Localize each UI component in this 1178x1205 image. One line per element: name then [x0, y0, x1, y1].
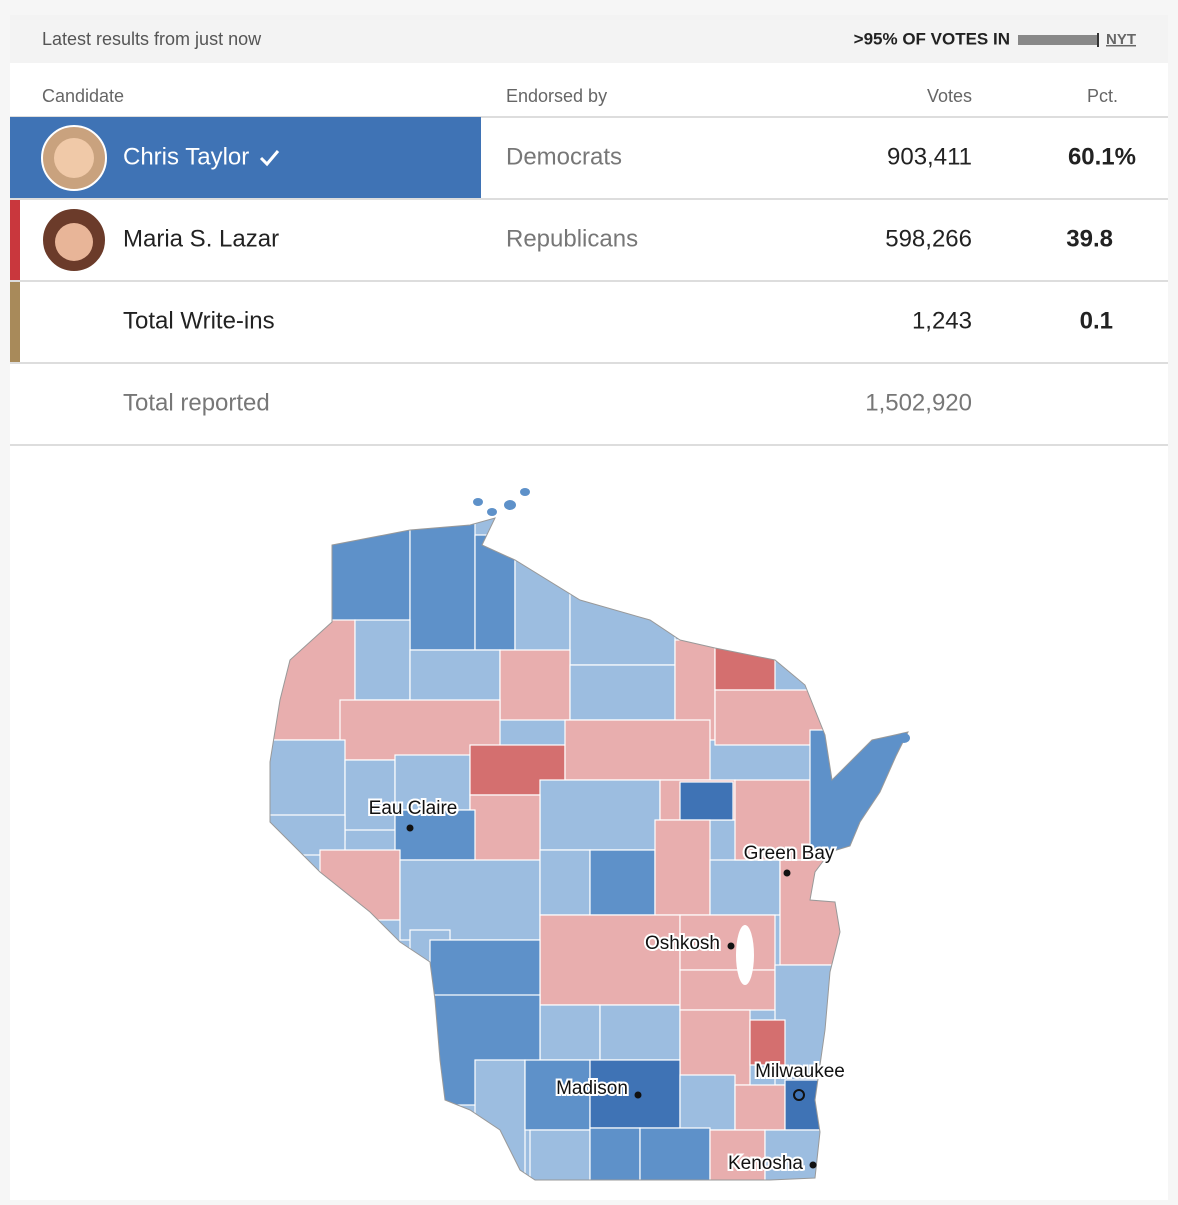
city-label: Milwaukee [755, 1061, 845, 1082]
votes: 1,243 [912, 307, 972, 334]
source-link[interactable]: NYT [1106, 31, 1136, 48]
city-dot [406, 824, 414, 832]
percent: 0.1 [1080, 307, 1113, 334]
city-label: Madison [556, 1078, 628, 1099]
candidate-name: Total Write-ins [123, 307, 275, 334]
winner-check [259, 150, 280, 167]
column-header: Votes [927, 86, 972, 106]
votes: 903,411 [887, 143, 972, 170]
reporting: >95% OF VOTES IN [854, 29, 1010, 48]
percent: 39.8 [1066, 225, 1113, 252]
city-label: Kenosha [728, 1153, 803, 1174]
lake-winnebago [736, 925, 754, 985]
header-bar [10, 15, 1168, 63]
candidate-name: Chris Taylor [123, 143, 249, 170]
city-dot [809, 1161, 817, 1169]
candidate-photo-face [55, 223, 93, 261]
percent: 60.1% [1068, 143, 1136, 170]
city-label: Eau Claire [369, 798, 458, 819]
progress-bar [1018, 35, 1098, 45]
city-dot [783, 869, 791, 877]
city-dot [634, 1091, 642, 1099]
city-dot [727, 942, 735, 950]
column-header: Endorsed by [506, 86, 607, 106]
city-dot [793, 1089, 805, 1101]
party-bar [10, 282, 20, 362]
city-label: Oshkosh [645, 933, 720, 954]
state-outline [269, 517, 909, 1181]
candidate-photo-face [54, 138, 94, 178]
islands [473, 488, 910, 743]
column-header: Candidate [42, 86, 124, 106]
total-label: Total reported [123, 389, 270, 416]
city-label: Green Bay [744, 843, 835, 864]
party: Republicans [506, 225, 638, 252]
votes: 598,266 [885, 225, 972, 252]
party: Democrats [506, 143, 622, 170]
status: Latest results from just now [42, 29, 262, 49]
party-bar [10, 200, 20, 280]
column-header: Pct. [1087, 86, 1118, 106]
candidate-name: Maria S. Lazar [123, 225, 279, 252]
total-votes: 1,502,920 [865, 389, 972, 416]
